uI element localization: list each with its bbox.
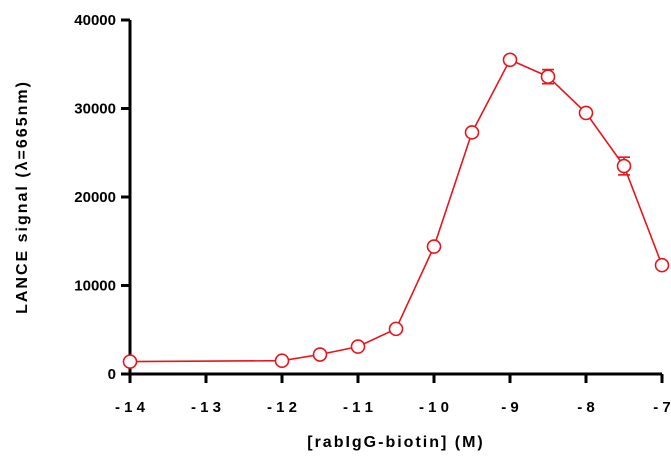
y-tick-label: 30000 bbox=[74, 101, 116, 118]
x-axis: - 1 4 - 1 3 - 1 2 - 1 1 - 1 0 - 9 - 8 - 7 bbox=[115, 372, 671, 416]
data-point bbox=[502, 52, 518, 68]
x-tick-label: - 1 1 bbox=[343, 399, 373, 416]
y-tick-label: 20000 bbox=[74, 189, 116, 206]
y-tick-label: 40000 bbox=[74, 12, 116, 29]
x-tick-label: - 8 bbox=[577, 399, 595, 416]
series-layer bbox=[122, 52, 670, 369]
data-point bbox=[540, 69, 556, 84]
data-point bbox=[122, 354, 138, 369]
data-point bbox=[654, 257, 670, 273]
y-axis-title: LANCE signal (λ=665nm) bbox=[14, 80, 31, 314]
data-point bbox=[274, 353, 290, 369]
x-ticks: - 1 4 - 1 3 - 1 2 - 1 1 - 1 0 - 9 - 8 - 7 bbox=[115, 374, 671, 416]
data-point bbox=[388, 321, 404, 337]
data-point bbox=[426, 239, 442, 254]
data-point bbox=[464, 125, 480, 140]
data-point bbox=[578, 105, 594, 121]
y-tick-label: 10000 bbox=[74, 278, 116, 295]
x-axis-title: [rabIgG-biotin] (M) bbox=[307, 434, 485, 451]
series-line bbox=[129, 58, 663, 363]
y-ticks: 0 10000 20000 30000 40000 bbox=[74, 12, 130, 383]
x-tick-label: - 9 bbox=[501, 399, 519, 416]
x-tick-label: - 1 4 bbox=[115, 399, 146, 416]
data-point bbox=[312, 347, 328, 362]
y-tick-label: 0 bbox=[108, 366, 116, 383]
x-tick-label: - 1 0 bbox=[419, 399, 449, 416]
data-point bbox=[616, 158, 632, 174]
y-axis: 0 10000 20000 30000 40000 bbox=[74, 12, 132, 383]
x-tick-label: - 1 2 bbox=[267, 399, 297, 416]
x-tick-label: - 1 3 bbox=[191, 399, 221, 416]
data-point bbox=[350, 339, 366, 354]
x-tick-label: - 7 bbox=[653, 399, 671, 416]
